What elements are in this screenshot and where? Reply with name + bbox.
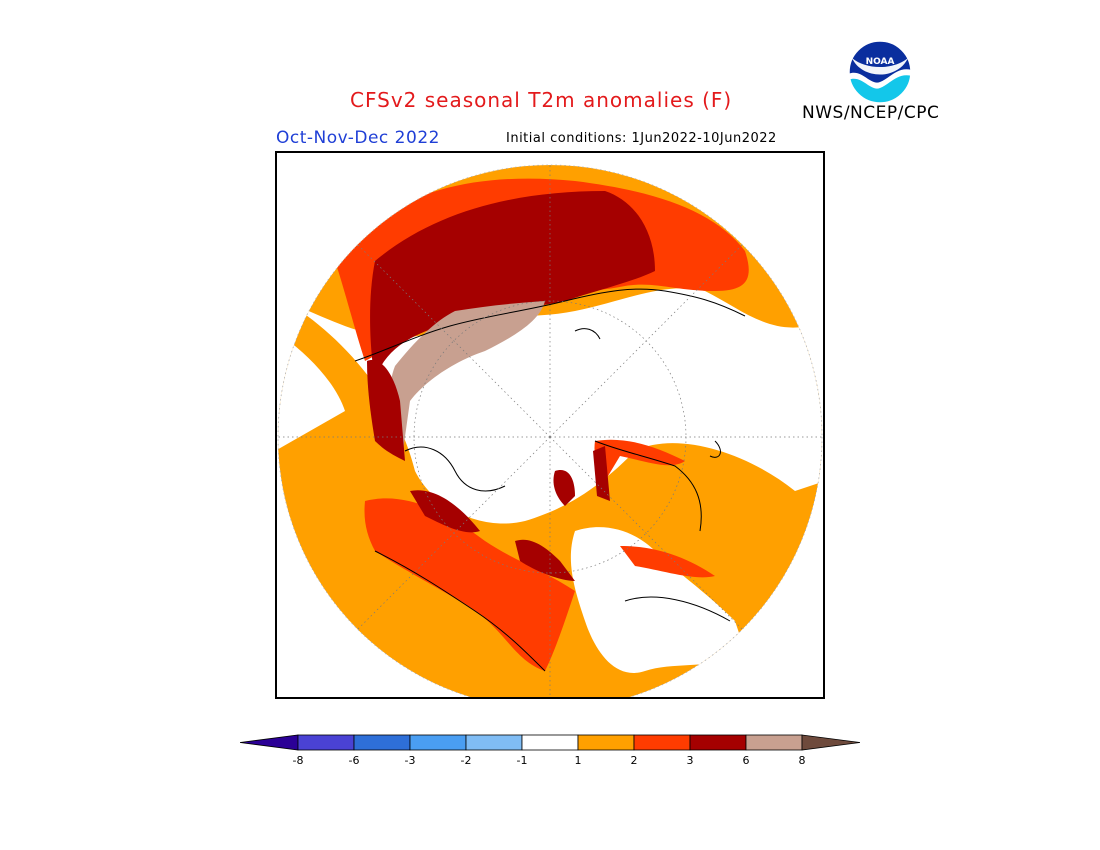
colorbar-tick-label: -8 (293, 754, 304, 767)
anomaly-3to6-eurasia (370, 191, 655, 381)
colorbar-tick-label: 8 (799, 754, 806, 767)
noaa-logo: NOAA (848, 40, 912, 104)
colorbar-tick-label: 3 (687, 754, 694, 767)
colorbar-swatch (577, 734, 635, 751)
colorbar-swatch (689, 734, 747, 751)
colorbar-tick-label: -2 (461, 754, 472, 767)
colorbar-legend: -8 -6 -3 -2 -1 1 2 3 6 8 (240, 734, 860, 767)
colorbar-swatch (521, 734, 579, 751)
chart-title: CFSv2 seasonal T2m anomalies (F) (350, 88, 733, 112)
colorbar-tick-label: -1 (517, 754, 528, 767)
colorbar-tick-label: 6 (743, 754, 750, 767)
noaa-logo-text: NOAA (866, 57, 895, 67)
agency-label: NWS/NCEP/CPC (802, 103, 940, 123)
season-label: Oct-Nov-Dec 2022 (276, 128, 440, 148)
colorbar-swatch (353, 734, 411, 751)
anomaly-6to8-eurasia (389, 301, 545, 451)
colorbar-tick-label: -3 (405, 754, 416, 767)
colorbar-swatch (633, 734, 691, 751)
colorbar-swatch (297, 734, 355, 751)
colorbar-tick-label: 1 (575, 754, 582, 767)
colorbar-arrow-left (240, 734, 299, 751)
colorbar-swatch (745, 734, 803, 751)
anomaly-2to3-north-america (364, 498, 575, 671)
colorbar-tick-label: 2 (631, 754, 638, 767)
colorbar-swatch (465, 734, 523, 751)
initial-conditions-label: Initial conditions: 1Jun2022-10Jun2022 (506, 131, 777, 146)
anomaly-3to6-north-america (410, 490, 480, 533)
colorbar-swatch (409, 734, 467, 751)
colorbar-tick-label: -6 (349, 754, 360, 767)
polar-anomaly-map (275, 151, 825, 699)
anomaly-2to3-greenland (594, 439, 685, 481)
colorbar-arrow-right (801, 734, 860, 751)
anomaly-3to6-scandinavia (367, 360, 405, 461)
